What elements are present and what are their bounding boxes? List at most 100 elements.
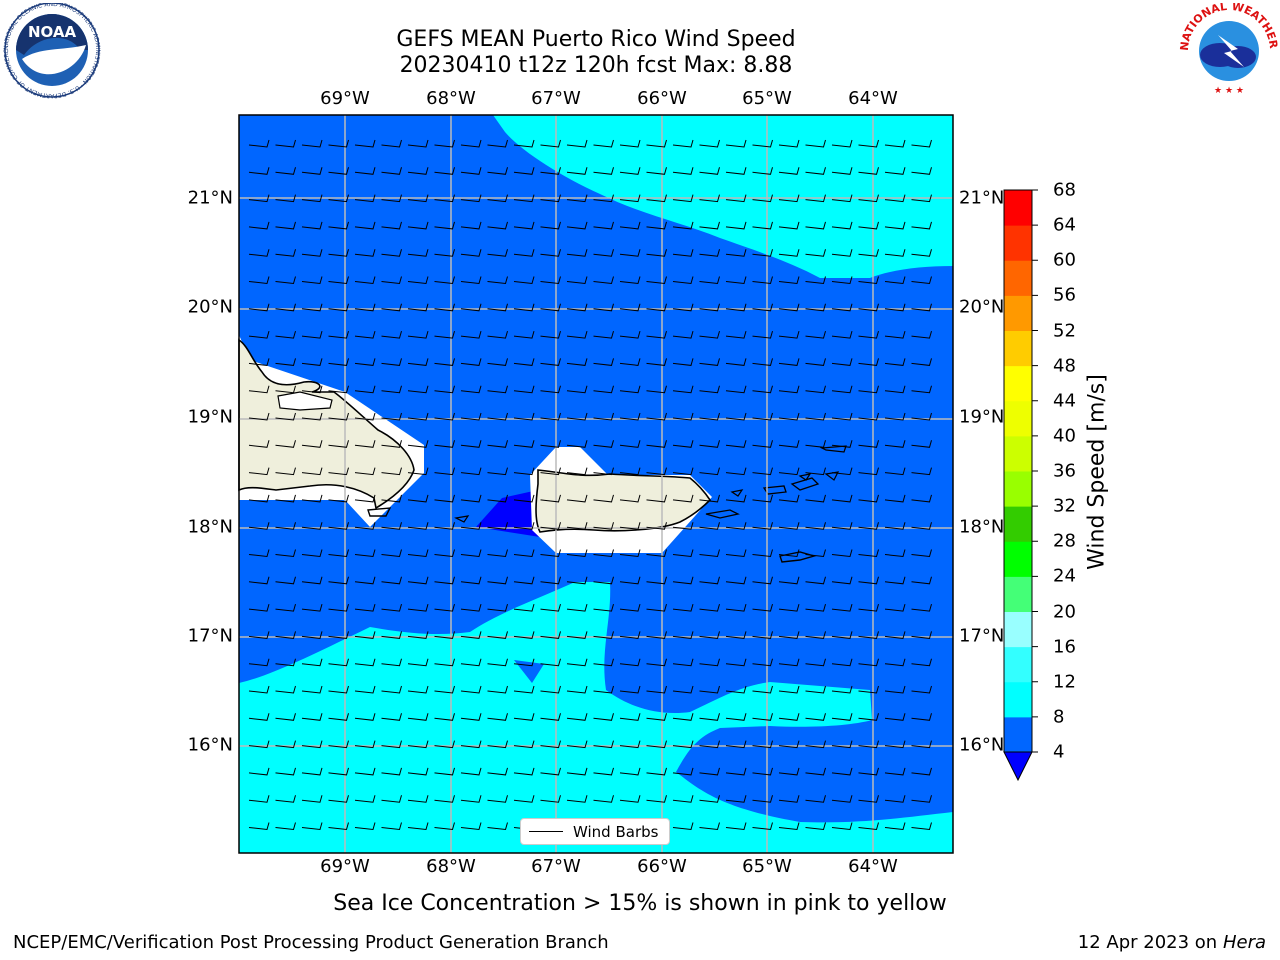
wind-barb [619, 276, 641, 285]
wind-barb [487, 822, 508, 831]
wind-barb [487, 358, 508, 366]
wind-barb [513, 740, 535, 749]
wind-barb [911, 795, 932, 803]
wind-barb [275, 412, 296, 421]
wind-barb [407, 795, 429, 803]
wind-barb [513, 249, 535, 257]
wind-barb [301, 822, 323, 831]
wind-barb [725, 522, 747, 530]
wind-barb [248, 249, 270, 257]
wind-barb [805, 385, 826, 394]
colorbar-tick-label: 36 [1053, 460, 1076, 482]
wind-barb [593, 576, 614, 585]
wind-barb [911, 685, 932, 694]
wind-barb [725, 167, 747, 175]
wind-barb [248, 603, 270, 612]
wind-barb [884, 412, 906, 421]
wind-barb [593, 412, 614, 421]
wind-barb [805, 276, 826, 285]
wind-barb [381, 385, 402, 394]
wind-barb [513, 467, 535, 476]
wind-barb [328, 167, 349, 175]
wind-barb [752, 631, 773, 639]
wind-barb [248, 740, 270, 749]
wind-barb [540, 385, 561, 394]
wind-barb [858, 385, 879, 394]
wind-barb [646, 330, 667, 339]
wind-barb [540, 658, 561, 667]
wind-barb [725, 194, 747, 203]
wind-barb [646, 385, 667, 394]
wind-barb [301, 522, 323, 530]
wind-barb [460, 685, 482, 694]
wind-barb [487, 385, 508, 394]
wind-barb [778, 822, 800, 831]
wind-barb [487, 685, 508, 694]
wind-barb [381, 767, 402, 776]
wind-barb [540, 767, 561, 776]
wind-barb [566, 303, 588, 312]
wind-barb [354, 494, 376, 503]
wind-barb [858, 685, 879, 694]
lat-label: 20°N [959, 296, 1005, 318]
wind-barb [593, 603, 614, 612]
wind-barb [328, 276, 349, 285]
wind-barb [593, 385, 614, 394]
wind-barb [513, 795, 535, 803]
wind-barb [911, 658, 932, 667]
wind-barb [884, 713, 906, 721]
colorbar [1003, 189, 1038, 782]
wind-barb [328, 385, 349, 394]
wind-barb [275, 139, 296, 148]
wind-barb [381, 658, 402, 667]
wind-barb [434, 658, 455, 667]
colorbar-under-arrow [1003, 751, 1033, 782]
wind-barb [619, 412, 641, 421]
wind-barb [858, 713, 879, 721]
wind-barb [778, 767, 800, 776]
wind-barb [513, 440, 535, 448]
wind-barb [487, 330, 508, 339]
wind-barb [407, 330, 429, 339]
puerto-rico-land [535, 469, 712, 533]
wind-barb [593, 494, 614, 503]
wind-barb [328, 139, 349, 148]
wind-barb [354, 576, 376, 585]
wind-barb [566, 576, 588, 585]
wind-barb [381, 221, 402, 230]
lat-label: 16°N [959, 734, 1005, 756]
wind-barb [434, 740, 455, 749]
wind-barb [619, 658, 641, 667]
colorbar-tick-label: 64 [1053, 214, 1076, 236]
wind-barb [858, 249, 879, 257]
wind-barb [248, 494, 270, 503]
wind-barb [911, 139, 932, 148]
wind-barb [301, 549, 323, 558]
wind-barb [540, 522, 561, 530]
wind-barb [884, 139, 906, 148]
wind-barb [831, 330, 853, 339]
wind-barb [778, 467, 800, 476]
wind-barb [778, 139, 800, 148]
wind-barb [858, 276, 879, 285]
wind-barb [593, 303, 614, 312]
wind-barb [513, 658, 535, 667]
wind-barb [831, 494, 853, 503]
wind-barb [884, 795, 906, 803]
wind-barb [619, 795, 641, 803]
wind-barb [460, 358, 482, 366]
wind-barb [725, 740, 747, 749]
colorbar-tick-label: 44 [1053, 390, 1076, 412]
wind-barb [884, 276, 906, 285]
wind-barb [354, 658, 376, 667]
wind-barb [884, 522, 906, 530]
wind-barb [407, 494, 429, 503]
wind-barb [858, 412, 879, 421]
wind-barb [354, 467, 376, 476]
wind-barb [831, 795, 853, 803]
legend-line-icon [529, 831, 563, 832]
wind-barb [540, 713, 561, 721]
wind-barb [487, 740, 508, 749]
wind-barb [328, 822, 349, 831]
wind-barb [301, 767, 323, 776]
